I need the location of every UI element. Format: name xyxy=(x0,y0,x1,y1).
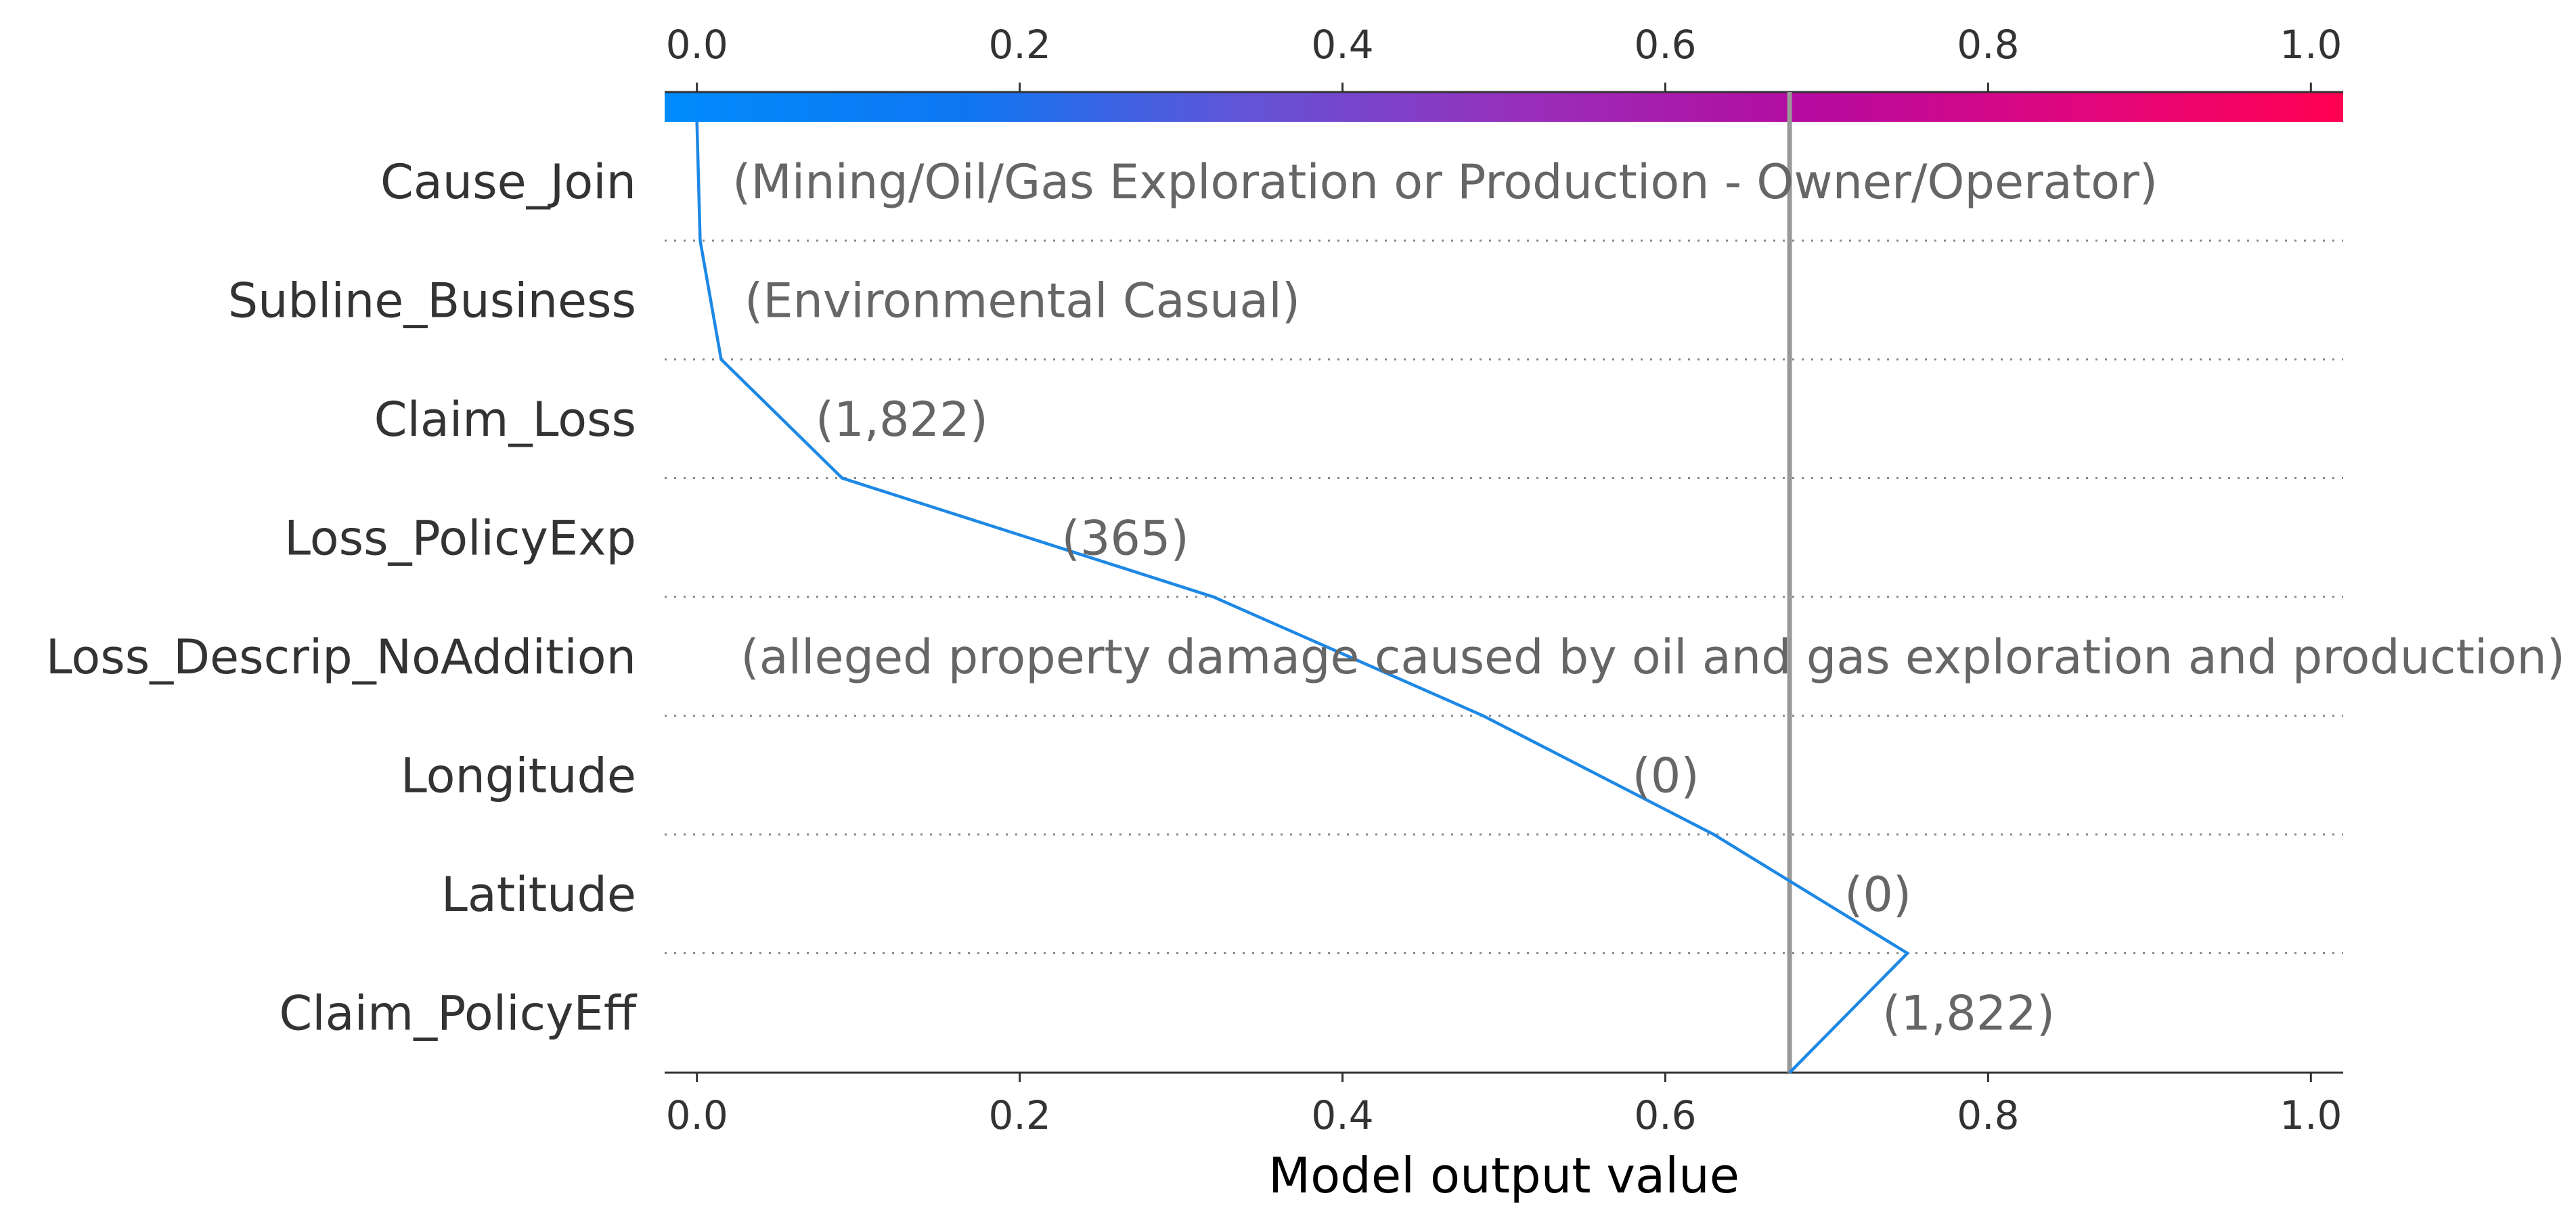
top-tick-label: 0.6 xyxy=(1634,22,1696,68)
feature-name: Cause_Join xyxy=(380,154,636,210)
bottom-tick-label: 0.4 xyxy=(1311,1092,1373,1138)
bottom-tick-label: 0.0 xyxy=(666,1092,728,1138)
feature-name: Loss_PolicyExp xyxy=(284,510,636,566)
feature-name: Latitude xyxy=(441,867,636,922)
x-axis: 0.0 0.0 0.2 0.2 0.4 0.4 0.6 0.6 0.8 0.8 1.0 1.0 Mode… xyxy=(665,22,2343,1204)
feature-value: (Mining/Oil/Gas Exploration or Productio… xyxy=(732,154,2158,210)
decision-path xyxy=(695,121,1910,1074)
feature-name: Longitude xyxy=(401,748,636,803)
grid-lines xyxy=(665,240,2343,954)
feature-value: (1,822) xyxy=(1882,985,2055,1041)
decision-line xyxy=(695,121,1910,1074)
feature-value: (alleged property damage caused by oil a… xyxy=(740,629,2565,685)
top-tick-label: 0.0 xyxy=(666,22,728,68)
bottom-tick-label: 0.6 xyxy=(1634,1092,1696,1138)
feature-value: (0) xyxy=(1633,748,1700,803)
feature-name: Claim_Loss xyxy=(374,392,636,447)
feature-name: Claim_PolicyEff xyxy=(279,985,637,1041)
bottom-tick-label: 0.2 xyxy=(988,1092,1050,1138)
colorbar-rect xyxy=(665,92,2343,122)
feature-name: Loss_Descrip_NoAddition xyxy=(46,629,636,685)
top-tick-label: 0.4 xyxy=(1311,22,1373,68)
feature-value: (0) xyxy=(1844,867,1911,922)
top-tick-label: 0.8 xyxy=(1957,22,2019,68)
feature-value: (365) xyxy=(1062,510,1189,566)
bottom-tick-label: 0.8 xyxy=(1957,1092,2019,1138)
feature-value: (Environmental Casual) xyxy=(745,273,1300,328)
feature-name: Subline_Business xyxy=(228,273,636,328)
top-tick-label: 1.0 xyxy=(2280,22,2342,68)
top-tick-label: 0.2 xyxy=(988,22,1050,68)
feature-value: (1,822) xyxy=(816,392,988,447)
colorbar xyxy=(665,91,2343,122)
bottom-tick-label: 1.0 xyxy=(2280,1092,2342,1138)
x-axis-label: Model output value xyxy=(1268,1147,1739,1204)
feature-labels: Cause_Join (Mining/Oil/Gas Exploration or… xyxy=(46,154,2565,1042)
